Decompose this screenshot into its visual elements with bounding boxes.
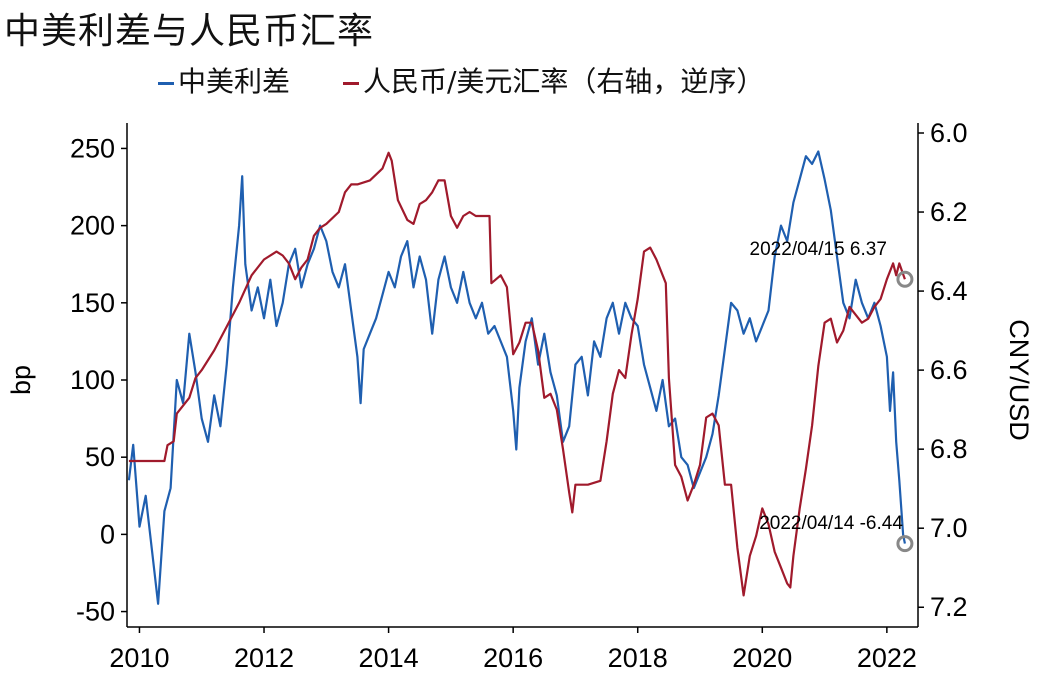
legend-item-fx: 人民币/美元汇率（右轴，逆序） [343, 60, 764, 100]
spread-series-line [127, 150, 906, 605]
legend-label-spread: 中美利差 [178, 65, 291, 98]
fx-end-marker [896, 270, 914, 288]
right-tick-label: 6.8 [930, 434, 968, 464]
x-tick-label: 2014 [359, 643, 419, 673]
right-tick-label: 6.2 [930, 197, 968, 227]
x-tick-label: 2018 [608, 643, 668, 673]
x-tick-label: 2020 [732, 643, 792, 673]
legend-swatch-spread [158, 81, 174, 85]
legend: 中美利差 人民币/美元汇率（右轴，逆序） [0, 60, 1042, 98]
legend-label-fx: 人民币/美元汇率（右轴，逆序） [363, 65, 765, 98]
right-tick-label: 6.0 [930, 118, 968, 148]
legend-item-spread: 中美利差 [158, 60, 290, 100]
right-tick-label: 6.4 [930, 276, 968, 306]
left-tick-label: 250 [70, 133, 115, 163]
left-tick-label: 200 [70, 211, 115, 241]
chart-title: 中美利差与人民币汇率 [4, 11, 375, 52]
left-axis-label: bp [6, 365, 36, 395]
left-tick-label: 0 [100, 519, 115, 549]
x-tick-label: 2012 [234, 643, 294, 673]
right-tick-label: 6.6 [930, 355, 968, 385]
x-tick-label: 2010 [109, 643, 169, 673]
spread-end-annotation: 2022/04/14 -6.44 [759, 513, 903, 534]
right-tick-label: 7.2 [930, 592, 968, 622]
x-tick-label: 2016 [483, 643, 543, 673]
legend-swatch-fx [343, 81, 359, 85]
right-axis-label: CNY/USD [1004, 319, 1034, 441]
left-tick-label: 150 [70, 288, 115, 318]
left-tick-label: -50 [76, 597, 115, 627]
fx-end-annotation: 2022/04/15 6.37 [750, 239, 887, 260]
x-tick-label: 2022 [857, 643, 917, 673]
spread-end-marker [896, 535, 914, 553]
left-tick-label: 50 [85, 442, 115, 472]
fx-series-line [128, 151, 906, 597]
right-tick-label: 7.0 [930, 513, 968, 543]
left-tick-label: 100 [70, 365, 115, 395]
